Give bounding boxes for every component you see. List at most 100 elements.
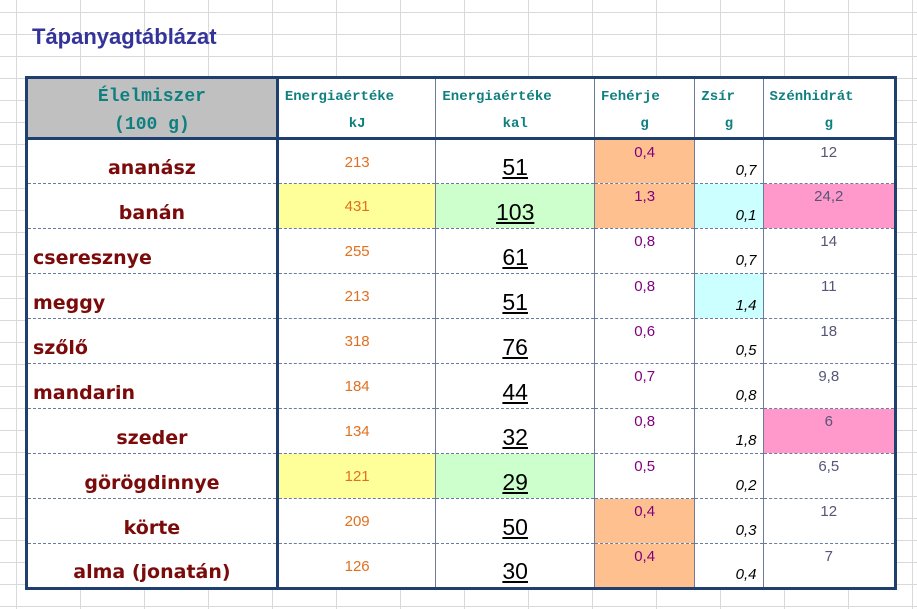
- cell-zsir[interactable]: 0,7: [694, 228, 764, 274]
- header-szenhidrat[interactable]: Szénhidrát g: [762, 77, 897, 140]
- cell-szenhidrat[interactable]: 9,8: [762, 363, 897, 409]
- cell-name-value: mandarin: [33, 382, 135, 404]
- cell-zsir-value: 0,7: [735, 162, 757, 179]
- cell-szenhidrat-value: 24,2: [814, 188, 844, 205]
- cell-szenhidrat-value: 9,8: [818, 368, 840, 385]
- cell-kj[interactable]: 318: [276, 318, 437, 364]
- cell-szenhidrat[interactable]: 6: [762, 408, 897, 454]
- header-zsir-unit: g: [724, 116, 734, 132]
- cell-kal[interactable]: 103: [435, 183, 595, 229]
- cell-kj[interactable]: 121: [276, 453, 437, 499]
- cell-kj-value: 255: [344, 243, 370, 260]
- cell-kal[interactable]: 51: [435, 138, 595, 184]
- cell-zsir-value: 0,5: [735, 342, 757, 359]
- cell-feherje-value: 0,4: [634, 144, 656, 161]
- cell-kal[interactable]: 61: [435, 228, 595, 274]
- cell-zsir[interactable]: 0,5: [694, 318, 764, 364]
- cell-name[interactable]: körte: [26, 498, 279, 544]
- cell-zsir[interactable]: 1,8: [694, 408, 764, 454]
- cell-szenhidrat[interactable]: 12: [762, 138, 897, 184]
- nutrition-table: Élelmiszer (100 g) Energiaértéke kJ Ener…: [25, 76, 897, 590]
- cell-feherje[interactable]: 0,6: [593, 318, 696, 364]
- header-food[interactable]: Élelmiszer (100 g): [26, 77, 279, 140]
- cell-name[interactable]: ananász: [26, 138, 279, 184]
- cell-zsir[interactable]: 0,8: [694, 363, 764, 409]
- cell-zsir-value: 0,1: [735, 207, 757, 224]
- cell-feherje-value: 0,8: [634, 278, 656, 295]
- header-kj[interactable]: Energiaértéke kJ: [276, 77, 437, 140]
- cell-name-value: körte: [123, 517, 181, 539]
- cell-feherje[interactable]: 1,3: [593, 183, 696, 229]
- cell-kal[interactable]: 44: [435, 363, 595, 409]
- cell-kal-value: 30: [502, 558, 528, 584]
- cell-zsir[interactable]: 0,1: [694, 183, 764, 229]
- cell-kj[interactable]: 209: [276, 498, 437, 544]
- cell-name[interactable]: alma (jonatán): [26, 543, 279, 589]
- cell-szenhidrat[interactable]: 6,5: [762, 453, 897, 499]
- cell-zsir[interactable]: 0,3: [694, 498, 764, 544]
- cell-kal-value: 61: [502, 244, 528, 270]
- cell-feherje[interactable]: 0,8: [593, 273, 696, 319]
- cell-kj[interactable]: 213: [276, 273, 437, 319]
- cell-kal-value: 51: [502, 154, 528, 180]
- header-feherje-unit: g: [640, 116, 649, 132]
- cell-szenhidrat[interactable]: 12: [762, 498, 897, 544]
- cell-zsir[interactable]: 0,4: [694, 543, 764, 589]
- cell-kj[interactable]: 184: [276, 363, 437, 409]
- cell-kj-value: 209: [344, 513, 370, 530]
- cell-zsir[interactable]: 0,7: [694, 138, 764, 184]
- cell-szenhidrat-value: 6,5: [818, 458, 840, 475]
- header-kj-unit: kJ: [348, 116, 366, 132]
- cell-kal[interactable]: 32: [435, 408, 595, 454]
- cell-kj[interactable]: 213: [276, 138, 437, 184]
- cell-name-value: szőlő: [33, 337, 88, 359]
- cell-zsir[interactable]: 0,2: [694, 453, 764, 499]
- cell-feherje[interactable]: 0,8: [593, 228, 696, 274]
- cell-feherje[interactable]: 0,7: [593, 363, 696, 409]
- cell-kal[interactable]: 50: [435, 498, 595, 544]
- cell-feherje[interactable]: 0,5: [593, 453, 696, 499]
- cell-szenhidrat[interactable]: 24,2: [762, 183, 897, 229]
- cell-kal-value: 32: [502, 424, 528, 450]
- cell-name[interactable]: cseresznye: [26, 228, 279, 274]
- cell-feherje[interactable]: 0,8: [593, 408, 696, 454]
- cell-szenhidrat[interactable]: 14: [762, 228, 897, 274]
- cell-name[interactable]: szeder: [26, 408, 279, 454]
- cell-zsir-value: 1,8: [735, 432, 757, 449]
- cell-feherje[interactable]: 0,4: [593, 543, 696, 589]
- cell-zsir-value: 0,2: [735, 477, 757, 494]
- cell-name[interactable]: szőlő: [26, 318, 279, 364]
- cell-feherje[interactable]: 0,4: [593, 498, 696, 544]
- cell-kal-value: 103: [495, 199, 535, 225]
- cell-zsir-value: 0,3: [735, 522, 757, 539]
- cell-name[interactable]: görögdinnye: [26, 453, 279, 499]
- cell-kal[interactable]: 51: [435, 273, 595, 319]
- cell-kj[interactable]: 431: [276, 183, 437, 229]
- cell-feherje[interactable]: 0,4: [593, 138, 696, 184]
- cell-szenhidrat[interactable]: 7: [762, 543, 897, 589]
- cell-kal[interactable]: 76: [435, 318, 595, 364]
- header-zsir[interactable]: Zsír g: [694, 77, 764, 140]
- cell-zsir[interactable]: 1,4: [694, 273, 764, 319]
- cell-kal-value: 50: [502, 514, 528, 540]
- cell-feherje-value: 0,6: [634, 323, 656, 340]
- cell-kj-value: 213: [344, 288, 370, 305]
- cell-name[interactable]: banán: [26, 183, 279, 229]
- cell-szenhidrat[interactable]: 18: [762, 318, 897, 364]
- cell-kj-value: 318: [344, 333, 370, 350]
- cell-kj[interactable]: 126: [276, 543, 437, 589]
- cell-kal[interactable]: 29: [435, 453, 595, 499]
- cell-name[interactable]: mandarin: [26, 363, 279, 409]
- cell-name[interactable]: meggy: [26, 273, 279, 319]
- header-kal[interactable]: Energiaértéke kal: [435, 77, 595, 140]
- cell-kal[interactable]: 30: [435, 543, 595, 589]
- cell-szenhidrat[interactable]: 11: [762, 273, 897, 319]
- cell-kj-value: 213: [344, 154, 370, 171]
- cell-kj-value: 431: [344, 198, 370, 215]
- cell-kj[interactable]: 134: [276, 408, 437, 454]
- cell-kj[interactable]: 255: [276, 228, 437, 274]
- cell-kal-value: 51: [502, 289, 528, 315]
- table-row: ananász 213 51 0,4 0,7 12: [26, 138, 897, 184]
- header-feherje[interactable]: Fehérje g: [593, 77, 696, 140]
- cell-szenhidrat-value: 11: [820, 278, 837, 295]
